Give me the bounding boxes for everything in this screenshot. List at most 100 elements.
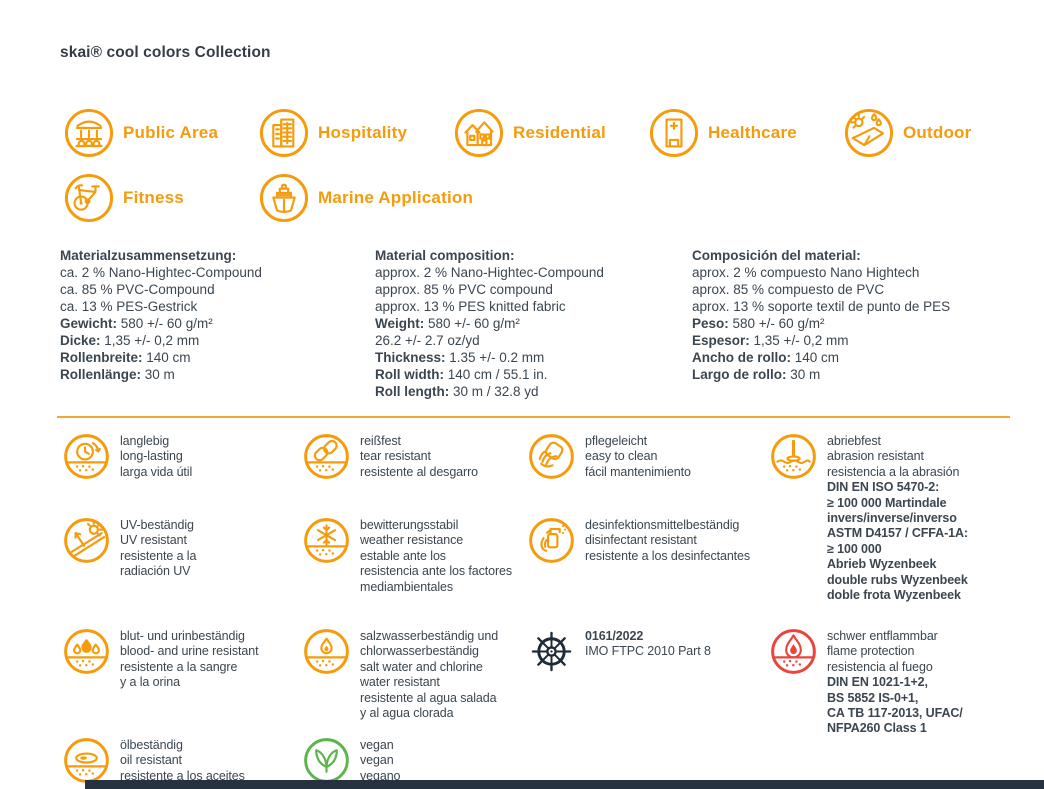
feature-line: larga vida útil [120,464,193,479]
material-line-value: 580 +/- 60 g/m² [728,316,825,331]
material-column-1: Material composition: approx. 2 % Nano-Hi… [375,247,690,400]
disinfectant-resistant-icon [528,517,575,564]
material-line: Rollenlänge: 30 m [60,366,375,383]
material-line-label: Ancho de rollo: [692,350,791,365]
material-line-label: Espesor: [692,333,750,348]
healthcare-icon [648,107,700,159]
application-badge-public-area: Public Area [63,107,218,159]
material-line-label: Largo de rollo: [692,367,787,382]
oil-resistant-icon [63,737,110,784]
feature-line: easy to clean [585,449,658,464]
material-line: Espesor: 1,35 +/- 0,2 mm [692,332,1007,349]
feature-text: ölbeständig oil resistant resistente a los… [120,737,245,784]
feature-text: salzwasserbeständig und chlorwasserbestän… [360,628,498,721]
feature-line: BS 5852 IS-0+1, [827,690,919,705]
feature-line: IMO FTPC 2010 Part 8 [585,644,711,659]
application-label: Marine Application [318,188,474,207]
imo-certificate-icon [528,628,575,675]
feature-flame-protection: schwer entflammbar flame protection resist… [770,628,963,737]
feature-text: 0161/2022 IMO FTPC 2010 Part 8 [585,628,711,660]
feature-line: pflegeleicht [585,434,648,448]
tear-resistant-icon [303,433,350,480]
feature-line: langlebig [120,434,170,448]
feature-text: desinfektionsmittelbeständig disinfectant… [585,517,750,564]
material-line: Largo de rollo: 30 m [692,366,1007,383]
material-line-label: Rollenbreite: [60,350,143,365]
feature-line: estable ante los [360,548,446,563]
feature-line: water resistant [360,675,440,690]
material-line: Roll width: 140 cm / 55.1 in. [375,366,690,383]
feature-line: ASTM D4157 / CFFA-1A: [827,526,968,541]
material-line-value: 1,35 +/- 0,2 mm [100,333,200,348]
material-line: aprox. 13 % soporte textil de punto de P… [692,298,1007,315]
weather-resistance-icon [303,517,350,564]
material-line-value: approx. 13 % PES knitted fabric [375,299,566,314]
material-line-label: Gewicht: [60,316,118,331]
marine-application-icon [258,172,310,224]
feature-line: resistente al desgarro [360,464,479,479]
feature-line: flame protection [827,644,915,659]
feature-abrasion-resistant: abriebfest abrasion resistant resistencia … [770,433,968,603]
page-title: skai® cool colors Collection [60,44,271,61]
residential-icon [453,107,505,159]
feature-line: reißfest [360,434,401,448]
material-line: ca. 85 % PVC-Compound [60,281,375,298]
application-label: Fitness [123,188,184,207]
feature-line: abriebfest [827,434,881,448]
feature-imo-certificate: 0161/2022 IMO FTPC 2010 Part 8 [528,628,711,675]
uv-resistant-icon [63,517,110,564]
section-divider [57,416,1010,418]
material-line-value: 26.2 +/- 2.7 oz/yd [375,333,480,348]
material-line: Peso: 580 +/- 60 g/m² [692,315,1007,332]
feature-line: CA TB 117-2013, UFAC/ [827,706,963,721]
material-line: Thickness: 1.35 +/- 0.2 mm [375,349,690,366]
feature-line: 0161/2022 [585,629,644,643]
material-line-label: Roll width: [375,367,444,382]
public-area-icon [63,107,115,159]
material-line-label: Roll length: [375,384,450,399]
feature-line: tear resistant [360,449,431,464]
application-badge-residential: Residential [453,107,606,159]
application-label: Healthcare [708,123,797,142]
feature-line: bewitterungsstabil [360,518,459,532]
material-line-value: aprox. 13 % soporte textil de punto de P… [692,299,951,314]
material-line-value: approx. 2 % Nano-Hightec-Compound [375,265,604,280]
feature-line: desinfektionsmittelbeständig [585,518,740,532]
material-column-2: Composición del material: aprox. 2 % comp… [692,247,1007,383]
material-line: aprox. 2 % compuesto Nano Hightech [692,264,1007,281]
feature-line: UV-beständig [120,518,194,532]
feature-line: invers/inverse/inverso [827,511,957,526]
feature-line: y a la orina [120,675,180,690]
material-line-label: Weight: [375,316,425,331]
feature-line: vegan [360,753,394,768]
feature-line: vegano [360,768,401,783]
feature-line: schwer entflammbar [827,629,938,643]
feature-tear-resistant: reißfest tear resistant resistente al desg… [303,433,478,480]
feature-uv-resistant: UV-beständig UV resistant resistente a la r… [63,517,196,580]
feature-oil-resistant: ölbeständig oil resistant resistente a los… [63,737,245,784]
material-line: 26.2 +/- 2.7 oz/yd [375,332,690,349]
feature-line: ölbeständig [120,738,183,752]
feature-line: resistencia a la abrasión [827,464,960,479]
material-line-value: aprox. 2 % compuesto Nano Hightech [692,265,920,280]
feature-text: pflegeleicht easy to clean fácil mantenimi… [585,433,691,480]
feature-line: chlorwasserbeständig [360,644,479,659]
material-line: Dicke: 1,35 +/- 0,2 mm [60,332,375,349]
material-line-value: ca. 2 % Nano-Hightec-Compound [60,265,262,280]
application-label: Outdoor [903,123,972,142]
feature-text: abriebfest abrasion resistant resistencia … [827,433,968,603]
feature-line: blood- and urine resistant [120,644,259,659]
material-line-value: 1,35 +/- 0,2 mm [749,333,849,348]
material-line-label: Rollenlänge: [60,367,142,382]
outdoor-icon [843,107,895,159]
fitness-icon [63,172,115,224]
material-line: Gewicht: 580 +/- 60 g/m² [60,315,375,332]
easy-to-clean-icon [528,433,575,480]
material-line-value: 140 cm / 55.1 in. [443,367,548,382]
feature-line: resistente a los desinfectantes [585,548,751,563]
feature-line: weather resistance [360,533,464,548]
feature-line: DIN EN 1021-1+2, [827,675,928,690]
feature-line: fácil mantenimiento [585,464,691,479]
material-line-value: 30 m [141,367,175,382]
